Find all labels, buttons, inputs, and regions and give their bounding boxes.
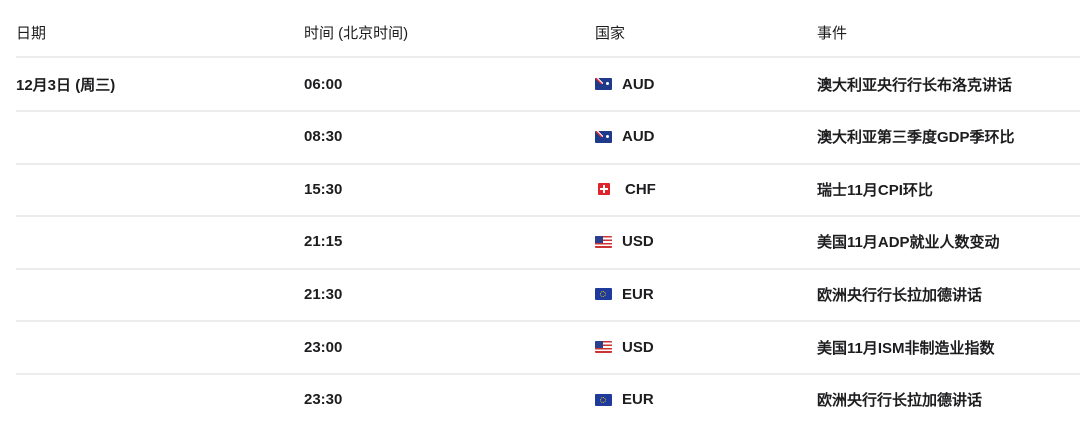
eur-flag-icon	[595, 288, 612, 301]
country-cell: EUR	[595, 268, 654, 320]
event-cell: 欧洲央行行长拉加德讲话	[817, 286, 983, 304]
currency-label: EUR	[622, 391, 654, 409]
country-cell: AUD	[595, 58, 655, 110]
header-time: 时间 (北京时间)	[304, 24, 409, 42]
time-cell: 23:00	[304, 338, 343, 356]
currency-label: USD	[622, 233, 654, 251]
event-cell: 瑞士11月CPI环比	[817, 181, 933, 199]
header-date: 日期	[16, 24, 47, 42]
event-cell: 美国11月ADP就业人数变动	[817, 234, 1000, 252]
currency-label: EUR	[622, 285, 654, 303]
event-cell: 欧洲央行行长拉加德讲话	[817, 392, 983, 410]
date-cell: 12月3日 (周三)	[16, 76, 116, 94]
table-row: 23:00 USD 美国11月ISM非制造业指数	[16, 321, 1080, 375]
country-cell: USD	[595, 321, 654, 373]
time-cell: 23:30	[304, 391, 343, 409]
header-country: 国家	[595, 24, 626, 42]
currency-label: CHF	[625, 180, 656, 198]
chf-flag-icon	[598, 183, 610, 196]
usd-flag-icon	[595, 341, 612, 353]
table-row: 21:15 USD 美国11月ADP就业人数变动	[16, 216, 1080, 270]
aud-flag-icon	[595, 78, 612, 90]
time-cell: 21:15	[304, 233, 343, 251]
time-cell: 21:30	[304, 285, 343, 303]
table-row: 08:30 AUD 澳大利亚第三季度GDP季环比	[16, 111, 1080, 165]
time-cell: 06:00	[304, 75, 343, 93]
currency-label: AUD	[622, 128, 655, 146]
usd-flag-icon	[595, 235, 612, 248]
country-cell: USD	[595, 216, 654, 268]
time-cell: 08:30	[304, 128, 343, 146]
event-cell: 澳大利亚央行行长布洛克讲话	[817, 76, 1013, 94]
event-cell: 美国11月ISM非制造业指数	[817, 339, 995, 357]
table-row: 23:30 EUR 欧洲央行行长拉加德讲话	[16, 374, 1080, 426]
header-event: 事件	[817, 24, 848, 42]
country-cell: EUR	[595, 374, 654, 426]
eur-flag-icon	[595, 393, 612, 406]
aud-flag-icon	[595, 130, 612, 143]
table-header: 日期 时间 (北京时间) 国家 事件	[16, 8, 1080, 58]
event-cell: 澳大利亚第三季度GDP季环比	[817, 129, 1015, 147]
table-row: 21:30 EUR 欧洲央行行长拉加德讲话	[16, 268, 1080, 323]
time-cell: 15:30	[304, 180, 343, 198]
currency-label: AUD	[622, 75, 655, 93]
table-row: 12月3日 (周三) 06:00 AUD 澳大利亚央行行长布洛克讲话	[16, 58, 1080, 112]
currency-label: USD	[622, 338, 654, 356]
table-row: 15:30 CHF 瑞士11月CPI环比	[16, 163, 1080, 218]
country-cell: CHF	[595, 163, 656, 215]
country-cell: AUD	[595, 111, 655, 163]
